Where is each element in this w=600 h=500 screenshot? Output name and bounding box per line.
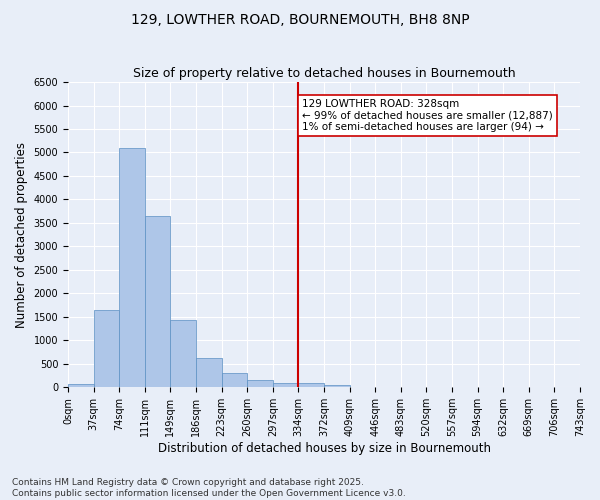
Y-axis label: Number of detached properties: Number of detached properties	[15, 142, 28, 328]
Bar	[221, 372, 247, 387]
Bar	[119, 148, 145, 387]
Text: 129 LOWTHER ROAD: 328sqm
← 99% of detached houses are smaller (12,887)
1% of sem: 129 LOWTHER ROAD: 328sqm ← 99% of detach…	[302, 99, 553, 132]
Bar	[170, 320, 196, 387]
Text: 129, LOWTHER ROAD, BOURNEMOUTH, BH8 8NP: 129, LOWTHER ROAD, BOURNEMOUTH, BH8 8NP	[131, 12, 469, 26]
Bar	[196, 358, 221, 387]
Bar	[247, 380, 273, 387]
Bar	[298, 384, 324, 387]
X-axis label: Distribution of detached houses by size in Bournemouth: Distribution of detached houses by size …	[158, 442, 491, 455]
Bar	[145, 216, 170, 387]
Bar	[324, 385, 350, 387]
Bar	[68, 384, 94, 387]
Text: Contains HM Land Registry data © Crown copyright and database right 2025.
Contai: Contains HM Land Registry data © Crown c…	[12, 478, 406, 498]
Bar	[94, 310, 119, 387]
Title: Size of property relative to detached houses in Bournemouth: Size of property relative to detached ho…	[133, 66, 515, 80]
Bar	[273, 382, 298, 387]
